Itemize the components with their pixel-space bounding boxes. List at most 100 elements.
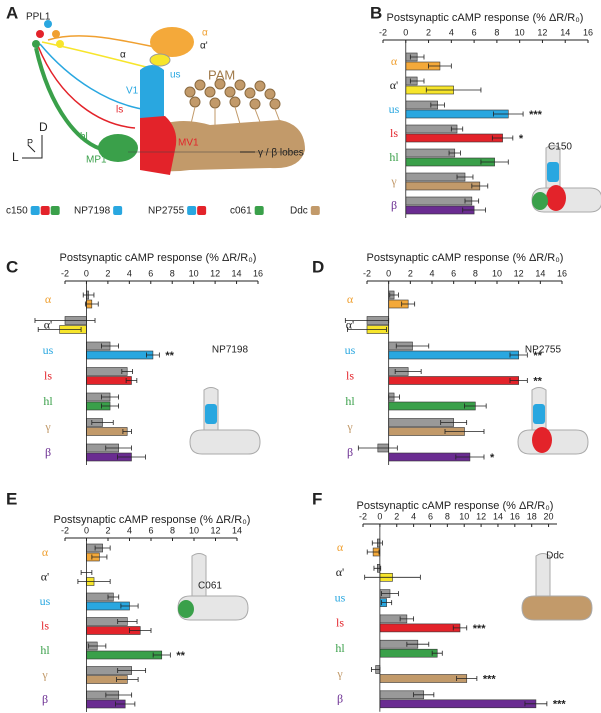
pam-cluster (184, 78, 281, 110)
cell-body (32, 40, 40, 48)
mb-us (547, 162, 559, 182)
panel-letter: F (312, 489, 322, 508)
error-bar (440, 420, 468, 425)
x-tick-label: 8 (445, 511, 450, 521)
category-label: α (347, 292, 354, 306)
category-label: α (45, 292, 52, 306)
x-tick-label: 6 (148, 268, 153, 278)
axis-title: Postsynaptic cAMP response (% ΔR/R₀) (60, 252, 257, 264)
significance: *** (483, 673, 497, 685)
category-label: α' (336, 565, 344, 579)
x-tick-label: 4 (127, 268, 132, 278)
alpha-prime-lobe (149, 53, 171, 67)
error-bar (364, 574, 421, 580)
error-bar (509, 352, 528, 358)
x-tick-label: 0 (84, 268, 89, 278)
error-bar (107, 594, 120, 600)
category-label: α (391, 54, 398, 68)
cell-body (44, 20, 52, 28)
neuron (34, 47, 106, 152)
x-tick-label: 4 (449, 27, 454, 37)
axes-icon (27, 144, 36, 153)
category-label: hl (345, 394, 355, 408)
x-tick-label: 2 (408, 268, 413, 278)
mv1 (140, 116, 177, 175)
significance: ** (165, 350, 174, 362)
x-tick-label: 14 (232, 268, 242, 278)
label: α (202, 28, 208, 39)
error-bar (381, 600, 393, 606)
category-label: β (347, 445, 353, 459)
bar (405, 172, 466, 182)
legend-label: c061 (230, 206, 252, 217)
bar (388, 350, 519, 360)
panel-letter: C (6, 257, 18, 276)
category-label: hl (335, 641, 345, 655)
axis-title: Postsynaptic cAMP response (% ΔR/R₀) (54, 514, 251, 526)
category-label: γ (41, 667, 48, 681)
axis-title: Postsynaptic cAMP response (% ΔR/R₀) (357, 500, 554, 512)
bar (379, 648, 438, 658)
label: V1 (126, 86, 139, 97)
category-label: us (345, 343, 356, 357)
x-tick-label: 0 (377, 511, 382, 521)
x-tick-label: 0 (386, 268, 391, 278)
x-tick-label: 6 (148, 525, 153, 535)
mb-us (205, 404, 217, 424)
error-bar (524, 701, 548, 707)
x-tick-label: 10 (492, 268, 502, 278)
mb-stalk (191, 553, 207, 601)
x-tick-label: 6 (451, 268, 456, 278)
inset-label: Ddc (546, 551, 564, 562)
pam-fibers (189, 106, 281, 129)
bar (388, 401, 476, 411)
bar (405, 109, 509, 119)
error-bar (88, 643, 107, 649)
x-tick-label: 2 (426, 27, 431, 37)
significance: *** (529, 109, 543, 121)
x-tick-label: 18 (527, 511, 537, 521)
panel-letter: A (6, 3, 18, 22)
error-bar (82, 292, 95, 298)
category-label: ls (390, 126, 398, 140)
x-tick-label: 8 (170, 268, 175, 278)
legend-label: NP7198 (74, 206, 111, 217)
error-bar (428, 63, 452, 69)
legend-label: NP2755 (148, 206, 185, 217)
x-tick-label: 2 (105, 268, 110, 278)
error-bar (409, 54, 425, 60)
x-tick-label: 10 (189, 525, 199, 535)
error-bar (456, 174, 474, 180)
mb-ls (532, 427, 552, 453)
x-tick-label: 8 (170, 525, 175, 535)
x-tick-label: 12 (210, 525, 220, 535)
error-bar (406, 641, 430, 647)
category-label: α' (346, 317, 354, 331)
category-label: α' (44, 317, 52, 331)
x-tick-label: 14 (560, 27, 570, 37)
error-bar (425, 87, 482, 93)
x-tick-label: 4 (127, 525, 132, 535)
error-bar (444, 429, 485, 434)
legend-label: c150 (6, 206, 28, 217)
legend-swatch (187, 206, 197, 215)
error-bar (94, 545, 111, 551)
significance: ** (533, 350, 542, 362)
v1 (140, 65, 164, 120)
bar (405, 196, 473, 206)
bar (86, 367, 128, 376)
x-tick-label: 12 (210, 268, 220, 278)
mb-inset (531, 145, 601, 213)
x-tick-label: 14 (535, 268, 545, 278)
label: PPL1 (26, 12, 51, 23)
label: MV1 (178, 138, 199, 149)
bar (379, 699, 537, 709)
x-tick-label: -2 (359, 511, 367, 521)
error-bar (129, 628, 152, 633)
mb-inset (521, 553, 593, 621)
inset-label: NP7198 (212, 345, 249, 356)
category-label: us (335, 590, 346, 604)
x-tick-label: 2 (105, 525, 110, 535)
mb-inset (177, 553, 249, 621)
category-label: γ (390, 174, 397, 188)
